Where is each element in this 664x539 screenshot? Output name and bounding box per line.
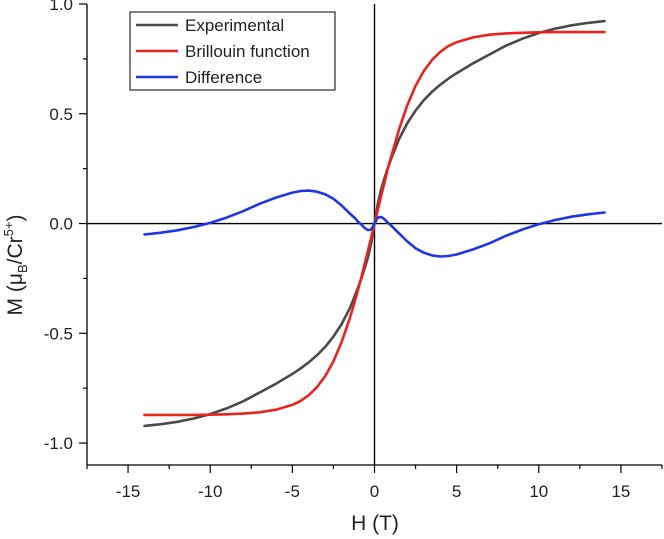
legend-label: Brillouin function [185,42,310,61]
x-tick-label: 15 [611,482,630,501]
legend-label: Difference [185,68,262,87]
legend-label: Experimental [185,16,284,35]
x-tick-label: 0 [370,482,379,501]
y-tick-label: 0.5 [49,105,73,124]
legend-item: Brillouin function [136,42,310,61]
legend: Experimental Brillouin function Difference [129,11,336,91]
y-tick-label: -0.5 [44,324,73,343]
y-label-mu: μ [4,273,27,285]
legend-item: Experimental [136,16,284,35]
y-tick-label: 0.0 [49,215,73,234]
series-line-difference [143,189,606,258]
y-tick-label: 1.0 [49,0,73,14]
y-axis-label: M (μB/Cr5+) [1,215,30,316]
x-tick-label: -15 [116,482,141,501]
series-line-brillouin-function [143,30,606,417]
x-tick-label: -10 [198,482,223,501]
axes: -15 -10 -5 0 5 10 15 -1.0 -0.5 0.0 0.5 1.0 [44,0,663,501]
x-tick-label: -5 [285,482,300,501]
y-tick-label: -1.0 [44,434,73,453]
y-label-suffix: ) [4,215,27,222]
y-label-mu-sub: B [15,264,30,273]
x-tick-label: 10 [529,482,548,501]
y-label-slash: /Cr [4,236,27,264]
legend-item: Difference [136,68,262,87]
series-layer [143,19,606,428]
x-tick-label: 5 [452,482,461,501]
x-axis-label: H (T) [351,512,399,535]
y-label-prefix: M ( [4,285,27,315]
y-label-sup: 5+ [1,222,16,237]
